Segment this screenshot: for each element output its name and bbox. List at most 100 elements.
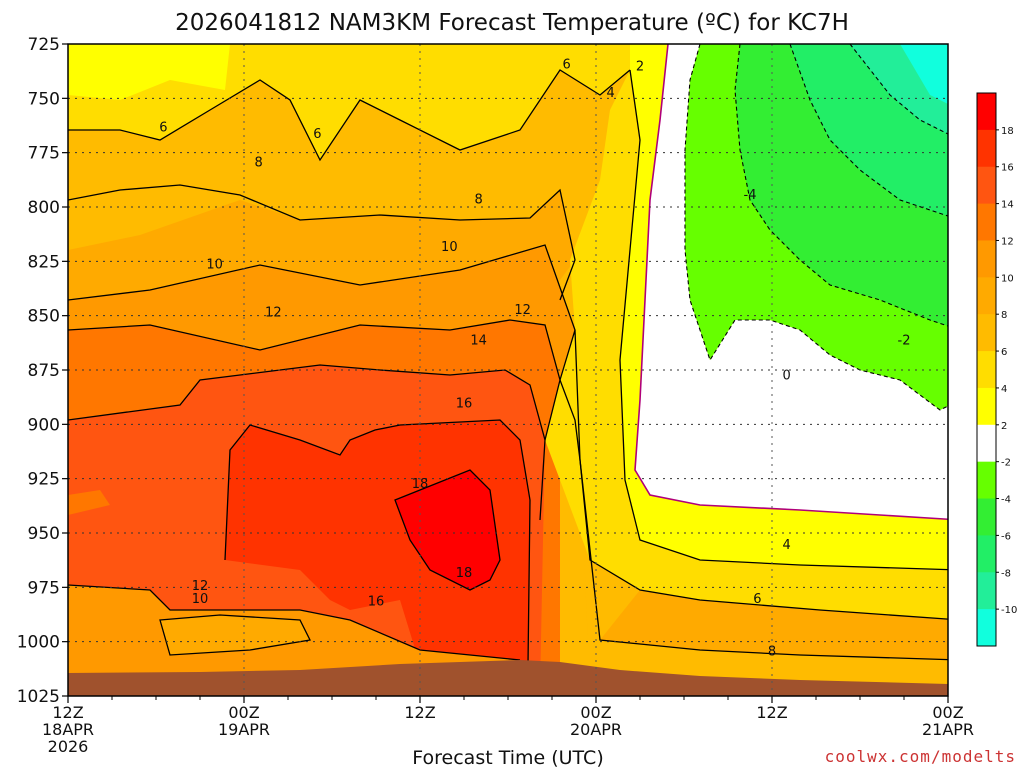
- contour-label: -4: [744, 188, 757, 203]
- x-tick-label: 12Z: [756, 703, 787, 722]
- x-tick-label: 12Z: [52, 703, 83, 722]
- contour-label: 0: [783, 368, 791, 383]
- contour-label: 8: [768, 644, 776, 659]
- credit-text: coolwx.com/modelts: [825, 747, 1016, 766]
- x-axis-label: Forecast Time (UTC): [412, 747, 603, 768]
- contour-label: 10: [441, 240, 458, 255]
- y-tick-label: 975: [28, 578, 60, 598]
- y-tick-label: 950: [28, 524, 60, 544]
- x-tick-label: 00Z: [932, 703, 963, 722]
- colorbar-swatch: [977, 387, 996, 426]
- contour-label: 12: [192, 579, 209, 594]
- colorbar-tick-label: 8: [1001, 310, 1007, 321]
- surface-terrain: [68, 660, 948, 696]
- colorbar-swatch: [977, 93, 996, 131]
- colorbar-swatch: [977, 277, 996, 315]
- colorbar-tick-label: 10: [1001, 273, 1014, 284]
- contour-label: 6: [313, 127, 321, 142]
- x-tick-label: 20APR: [570, 720, 622, 739]
- negative-contours: [634, 44, 948, 521]
- contour-line-10-low: [159, 614, 311, 656]
- colorbar-frame: [976, 92, 997, 647]
- y-axis-ticks: 725 750 775 800 825 850 875 900 925 950 975 1000 102…: [17, 35, 68, 707]
- contour-line-minus6: [789, 44, 948, 217]
- contour-label: 14: [470, 334, 487, 349]
- contour-label: 8: [255, 155, 263, 170]
- contour-label: 16: [456, 397, 473, 412]
- y-tick-label: 775: [28, 144, 60, 164]
- colorbar-tick-label: 16: [1001, 163, 1014, 174]
- colorbar-swatch: [977, 240, 996, 278]
- y-tick-label: 875: [28, 361, 60, 381]
- colorbar-tick-label: -8: [1001, 568, 1011, 579]
- contour-label: 2: [636, 60, 644, 75]
- y-tick-label: 750: [28, 89, 60, 109]
- plot-frame: [67, 43, 949, 697]
- contour-line-12-low: [68, 584, 521, 661]
- contour-line-8: [68, 184, 576, 301]
- contour-label: 6: [563, 58, 571, 73]
- colorbar-tick-label: 14: [1001, 200, 1014, 211]
- contour-label: 12: [265, 305, 282, 320]
- y-tick-label: 900: [28, 415, 60, 435]
- contour-lines: [68, 69, 948, 666]
- colorbar-swatch: [977, 498, 996, 536]
- colorbar-swatch: [977, 609, 996, 647]
- y-tick-label: 1000: [17, 633, 60, 653]
- x-tick-label: 21APR: [922, 720, 974, 739]
- colorbar-tick-label: -4: [1001, 495, 1011, 506]
- contour-label: 4: [783, 538, 791, 553]
- contour-label: 6: [753, 592, 761, 607]
- freezing-line: [634, 44, 948, 521]
- x-tick-label: 00Z: [580, 703, 611, 722]
- contour-label: 10: [206, 258, 223, 273]
- x-tick-label: 18APR: [42, 720, 94, 739]
- colorbar-swatch: [977, 203, 996, 241]
- colorbar-swatch: [977, 351, 996, 389]
- contour-label: 4: [607, 86, 615, 101]
- x-tick-label: 2026: [48, 737, 89, 756]
- colorbar-swatch: [977, 424, 996, 463]
- y-tick-label: 825: [28, 252, 60, 272]
- band-2-4-right: [620, 44, 948, 570]
- x-tick-label: 19APR: [218, 720, 270, 739]
- colorbar-swatch: [977, 314, 996, 352]
- colorbar-swatch: [977, 572, 996, 610]
- colorbar-tick-label: 2: [1001, 421, 1007, 432]
- contour-label: 6: [159, 121, 167, 136]
- colorbar-swatch: [977, 129, 996, 168]
- band-12-14-left: [68, 490, 110, 515]
- y-tick-label: 800: [28, 198, 60, 218]
- band-8-10-low: [160, 615, 310, 655]
- band-minus2-2: [635, 44, 948, 520]
- colorbar-swatch: [977, 461, 996, 500]
- contour-line-minus8: [849, 44, 948, 135]
- colorbar-tick-label: 6: [1001, 347, 1007, 358]
- contour-label: 8: [475, 192, 483, 207]
- colorbar-tick-label: 18: [1001, 126, 1014, 137]
- contour-line-12: [68, 319, 561, 441]
- colorbar-tick-label: -10: [1001, 605, 1017, 616]
- colorbar-tick-label: -6: [1001, 531, 1011, 542]
- colorbar: 18 16 14 12 10 8 6 4 2 -2 -4 -6 -8 -10: [976, 92, 1017, 647]
- y-tick-label: 850: [28, 307, 60, 327]
- contour-line-minus2: [684, 44, 948, 411]
- y-tick-label: 725: [28, 35, 60, 55]
- colorbar-tick-label: 12: [1001, 236, 1014, 247]
- contour-label: -2: [898, 334, 911, 349]
- contour-label: 12: [514, 303, 531, 318]
- band-minus12-minus10: [900, 44, 948, 104]
- contour-line-14: [68, 364, 546, 521]
- x-tick-label: 00Z: [228, 703, 259, 722]
- chart-title: 2026041812 NAM3KM Forecast Temperature (…: [175, 10, 849, 36]
- band-2-4-upper: [68, 44, 230, 100]
- contour-label: 10: [192, 592, 209, 607]
- contour-line-8-right: [559, 379, 948, 661]
- colorbar-swatch: [977, 535, 996, 573]
- contour-label: 16: [368, 594, 385, 609]
- colorbar-tick-label: 4: [1001, 384, 1007, 395]
- contour-label: 18: [456, 566, 473, 581]
